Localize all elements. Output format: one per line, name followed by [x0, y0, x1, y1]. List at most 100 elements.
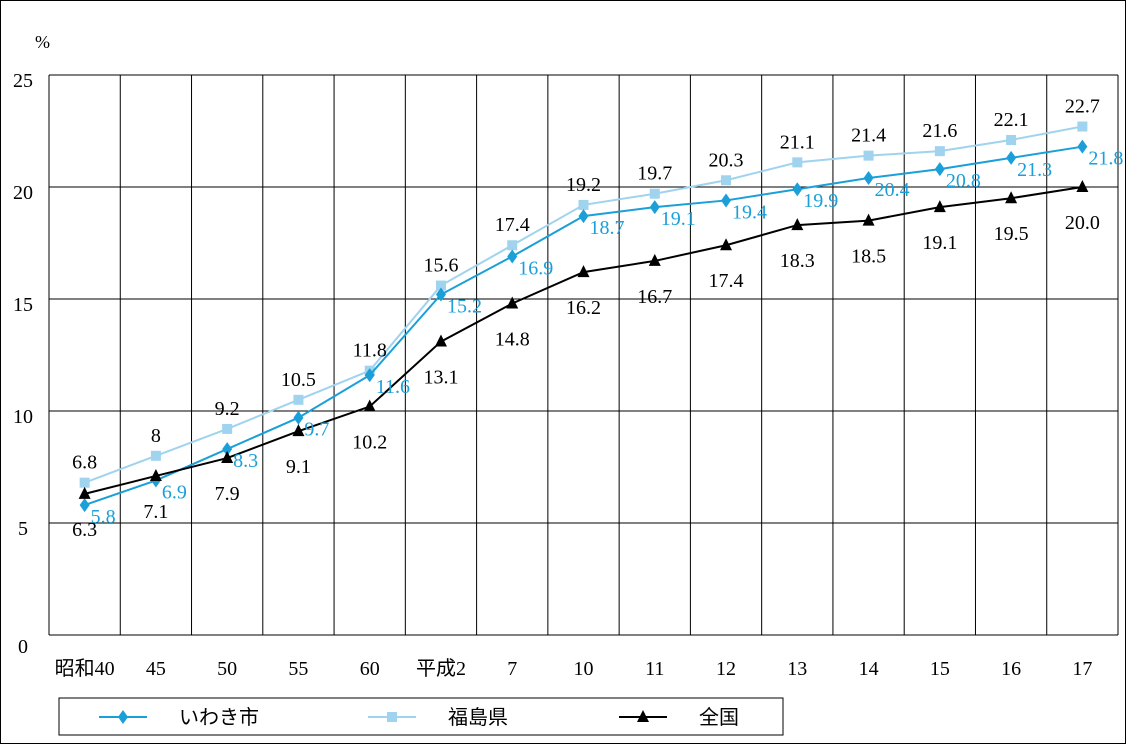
- data-label: 8: [151, 425, 161, 447]
- data-label: 15.2: [447, 296, 482, 318]
- x-tick-label: 11: [645, 658, 664, 680]
- y-tick-label: 5: [18, 518, 28, 540]
- data-label: 21.1: [780, 131, 815, 153]
- data-point: [1006, 134, 1017, 145]
- data-point: [863, 150, 874, 161]
- x-tick-label: 7: [507, 658, 517, 680]
- data-point: [435, 280, 446, 291]
- data-point: [720, 238, 733, 251]
- x-tick-label: 10: [574, 658, 594, 680]
- data-label: 20.8: [946, 170, 981, 192]
- data-point: [578, 199, 589, 210]
- data-label: 11.8: [353, 340, 387, 362]
- data-label: 19.4: [732, 201, 767, 223]
- y-tick-label: 20: [13, 182, 33, 204]
- data-label: 19.2: [566, 174, 601, 196]
- data-point: [933, 200, 946, 213]
- x-tick-label: 50: [217, 658, 237, 680]
- data-point: [387, 712, 397, 722]
- data-label: 19.7: [637, 163, 672, 185]
- data-label: 10.5: [281, 369, 316, 391]
- data-point: [863, 171, 874, 186]
- data-point: [435, 287, 446, 302]
- legend-box: [58, 697, 784, 736]
- data-label: 21.3: [1017, 159, 1052, 181]
- data-label: 20.0: [1065, 212, 1100, 234]
- data-label: 21.8: [1088, 148, 1123, 170]
- data-point: [293, 394, 304, 405]
- data-label: 6.8: [72, 452, 97, 474]
- series-layer: [78, 121, 1089, 513]
- data-label: 19.1: [661, 208, 696, 230]
- legend-label: 全国: [699, 706, 739, 729]
- data-label: 18.5: [851, 246, 886, 268]
- data-label: 17.4: [709, 270, 744, 292]
- data-label: 21.4: [851, 125, 886, 147]
- y-tick-label: 10: [13, 406, 33, 428]
- x-tick-label: 14: [859, 658, 879, 680]
- data-point: [434, 334, 447, 347]
- x-axis: 昭和40 45 50 55 60 平成2 7 10 11 12 13 14 15 16 17: [55, 657, 1093, 680]
- data-label: 6.3: [72, 519, 97, 541]
- data-point: [364, 368, 375, 383]
- data-point: [791, 218, 804, 231]
- data-point: [79, 498, 90, 513]
- legend-label: 福島県: [448, 706, 508, 729]
- data-label: 11.6: [376, 376, 410, 398]
- x-tick-label: 13: [787, 658, 807, 680]
- legend: いわき市 福島県 全国: [58, 697, 784, 736]
- data-label: 14.8: [495, 328, 530, 350]
- data-point: [1077, 139, 1088, 154]
- data-label: 18.3: [780, 250, 815, 272]
- data-point: [150, 450, 161, 461]
- x-tick-label: 平成2: [416, 657, 466, 680]
- data-point: [792, 182, 803, 197]
- data-point: [221, 451, 234, 464]
- data-point: [506, 296, 519, 309]
- x-tick-label: 昭和40: [55, 657, 115, 680]
- data-point: [934, 146, 945, 157]
- grid: [48, 74, 1119, 636]
- data-label: 19.9: [803, 190, 838, 212]
- y-tick-label: 25: [13, 70, 33, 92]
- x-tick-label: 60: [360, 658, 380, 680]
- data-point: [792, 157, 803, 168]
- data-point: [222, 442, 233, 457]
- data-point: [934, 162, 945, 177]
- x-tick-label: 45: [146, 658, 166, 680]
- data-label: 9.7: [304, 419, 329, 441]
- data-point: [862, 213, 875, 226]
- data-label: 19.5: [994, 223, 1029, 245]
- x-tick-label: 17: [1072, 658, 1092, 680]
- data-label: 9.1: [286, 456, 311, 478]
- data-label: 5.8: [91, 506, 116, 528]
- data-label: 10.2: [352, 432, 387, 454]
- data-point: [78, 486, 91, 499]
- data-point: [507, 240, 518, 251]
- data-label: 19.1: [922, 232, 957, 254]
- data-label: 13.1: [423, 367, 458, 389]
- data-point: [649, 200, 660, 215]
- data-label: 18.7: [590, 217, 625, 239]
- data-point: [648, 253, 661, 266]
- y-axis: 0 5 10 15 20 25: [13, 70, 33, 658]
- data-point: [363, 399, 376, 412]
- data-label: 6.9: [162, 481, 187, 503]
- data-label: 20.4: [875, 179, 910, 201]
- data-point: [118, 710, 128, 724]
- data-point: [637, 710, 649, 722]
- data-label: 17.4: [495, 214, 530, 236]
- data-label: 22.7: [1065, 96, 1100, 118]
- data-label: 22.1: [994, 109, 1029, 131]
- data-labels: 5.8 6.9 8.3 9.7 11.6 15.2 16.9 18.7 19.1 19.4 19.9…: [72, 96, 1123, 541]
- data-label: 7.9: [215, 483, 240, 505]
- data-point: [1077, 121, 1088, 132]
- y-tick-label: 15: [13, 294, 33, 316]
- data-point: [1005, 191, 1018, 204]
- data-point: [222, 423, 233, 434]
- data-point: [79, 477, 90, 488]
- y-unit-label: %: [35, 32, 50, 52]
- data-point: [577, 265, 590, 278]
